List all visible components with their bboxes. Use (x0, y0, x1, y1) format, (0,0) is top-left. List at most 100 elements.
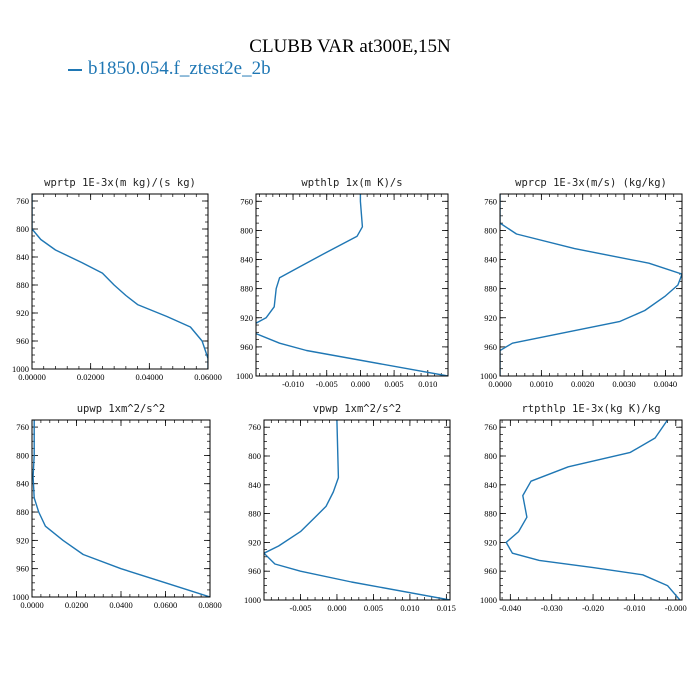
x-tick-label: 0.0040 (654, 379, 677, 389)
x-tick-label: 0.04000 (136, 372, 164, 382)
panel-2: wpthlp 1x(m K)/s -0.010 -0.005 0.000 0.005 0.… (236, 177, 449, 389)
y-tick-label: 1000 (236, 371, 253, 381)
y-tick-label: 880 (484, 284, 497, 294)
x-tick-label: -0.030 (541, 603, 563, 613)
y-tick-label: 920 (240, 313, 253, 323)
x-tick-label: 0.0800 (198, 600, 221, 610)
plot-frame (31, 419, 211, 598)
x-tick-label: -0.005 (316, 379, 338, 389)
y-tick-label: 920 (484, 537, 497, 547)
x-tick-label: 0.0600 (154, 600, 177, 610)
series-line (500, 194, 682, 376)
y-tick-label: 760 (248, 422, 261, 432)
x-tick-label: 0.06000 (194, 372, 222, 382)
legend-line-swatch (68, 68, 82, 71)
y-tick-label: 1000 (244, 595, 261, 605)
y-tick-label: 800 (240, 225, 253, 235)
y-tick-label: 1000 (480, 371, 497, 381)
y-tick-label: 960 (484, 342, 497, 352)
x-tick-label: -0.020 (582, 603, 604, 613)
series-line (32, 420, 210, 597)
panel-title: wprcp 1E-3x(m/s) (kg/kg) (515, 177, 667, 189)
x-tick-label: 0.000 (327, 603, 346, 613)
y-tick-label: 840 (240, 255, 253, 265)
legend: b1850.054.f_ztest2e_2b (68, 58, 271, 80)
panel-title: wprtp 1E-3x(m kg)/(s kg) (44, 177, 196, 189)
panel-title: vpwp 1xm^2/s^2 (313, 403, 402, 415)
plot-frame (255, 193, 449, 377)
x-tick-label: 0.0000 (20, 600, 43, 610)
x-tick-label: -0.005 (289, 603, 311, 613)
y-tick-label: 840 (16, 479, 29, 489)
panel-title: upwp 1xm^2/s^2 (77, 403, 166, 415)
y-tick-label: 880 (484, 509, 497, 519)
y-tick-label: 760 (484, 422, 497, 432)
page-title: CLUBB VAR at300E,15N (249, 36, 451, 57)
y-tick-label: 760 (16, 422, 29, 432)
panel-title: rtpthlp 1E-3x(kg K)/kg (521, 403, 660, 415)
y-tick-label: 800 (16, 224, 29, 234)
x-tick-label: 0.0400 (109, 600, 132, 610)
x-tick-label: 0.010 (418, 379, 437, 389)
panel-4: upwp 1xm^2/s^2 0.0000 0.0200 0.0400 0.0600 0.… (12, 403, 222, 610)
panel-3: wprcp 1E-3x(m/s) (kg/kg) 0.0000 0.0010 0.00… (480, 177, 683, 389)
y-tick-label: 800 (484, 225, 497, 235)
x-tick-label: 0.0000 (488, 379, 511, 389)
series-line (256, 194, 448, 376)
y-tick-label: 1000 (480, 595, 497, 605)
plot-frame (31, 193, 209, 370)
x-tick-label: 0.005 (364, 603, 383, 613)
series-line (32, 194, 208, 369)
y-tick-label: 880 (16, 507, 29, 517)
x-tick-label: 0.0200 (65, 600, 88, 610)
y-tick-label: 1000 (12, 364, 29, 374)
x-tick-label: 0.000 (351, 379, 370, 389)
y-tick-label: 760 (484, 196, 497, 206)
x-tick-label: 0.00000 (18, 372, 46, 382)
y-tick-label: 760 (16, 196, 29, 206)
y-tick-label: 960 (248, 566, 261, 576)
y-tick-label: 960 (484, 566, 497, 576)
series-line (264, 420, 450, 600)
y-tick-label: 920 (484, 313, 497, 323)
y-tick-label: 880 (16, 280, 29, 290)
x-tick-label: 0.0030 (612, 379, 635, 389)
y-tick-label: 840 (248, 480, 261, 490)
x-tick-label: -0.000 (665, 603, 687, 613)
x-tick-label: 0.005 (385, 379, 404, 389)
y-tick-label: 920 (248, 537, 261, 547)
y-tick-label: 800 (16, 450, 29, 460)
y-tick-label: 920 (16, 535, 29, 545)
y-tick-label: 960 (16, 564, 29, 574)
x-tick-label: 0.0020 (571, 379, 594, 389)
y-tick-label: 960 (16, 336, 29, 346)
y-tick-label: 840 (484, 480, 497, 490)
x-tick-label: -0.040 (499, 603, 521, 613)
x-tick-label: 0.0010 (530, 379, 553, 389)
x-tick-label: 0.02000 (77, 372, 105, 382)
y-tick-label: 800 (484, 451, 497, 461)
x-tick-label: -0.010 (623, 603, 645, 613)
y-tick-label: 840 (16, 252, 29, 262)
panel-title: wpthlp 1x(m K)/s (301, 177, 402, 189)
legend-series-label: b1850.054.f_ztest2e_2b (88, 58, 271, 79)
panel-6: rtpthlp 1E-3x(kg K)/kg -0.040 -0.030 -0.020… (480, 403, 687, 613)
y-tick-label: 920 (16, 308, 29, 318)
panel-5: vpwp 1xm^2/s^2 -0.005 0.000 0.005 0.010 0.015… (244, 403, 456, 613)
x-tick-label: 0.015 (437, 603, 456, 613)
plot-frame (499, 193, 683, 377)
y-tick-label: 760 (240, 196, 253, 206)
plot-frame (499, 419, 683, 601)
y-tick-label: 1000 (12, 592, 29, 602)
y-tick-label: 880 (240, 284, 253, 294)
x-tick-label: -0.010 (282, 379, 304, 389)
y-tick-label: 840 (484, 255, 497, 265)
x-tick-label: 0.010 (400, 603, 419, 613)
series-line (505, 420, 681, 600)
y-tick-label: 800 (248, 451, 261, 461)
plot-frame (263, 419, 451, 601)
panel-1: wprtp 1E-3x(m kg)/(s kg) 0.00000 0.02000 0.… (12, 177, 222, 382)
y-tick-label: 960 (240, 342, 253, 352)
y-tick-label: 880 (248, 509, 261, 519)
